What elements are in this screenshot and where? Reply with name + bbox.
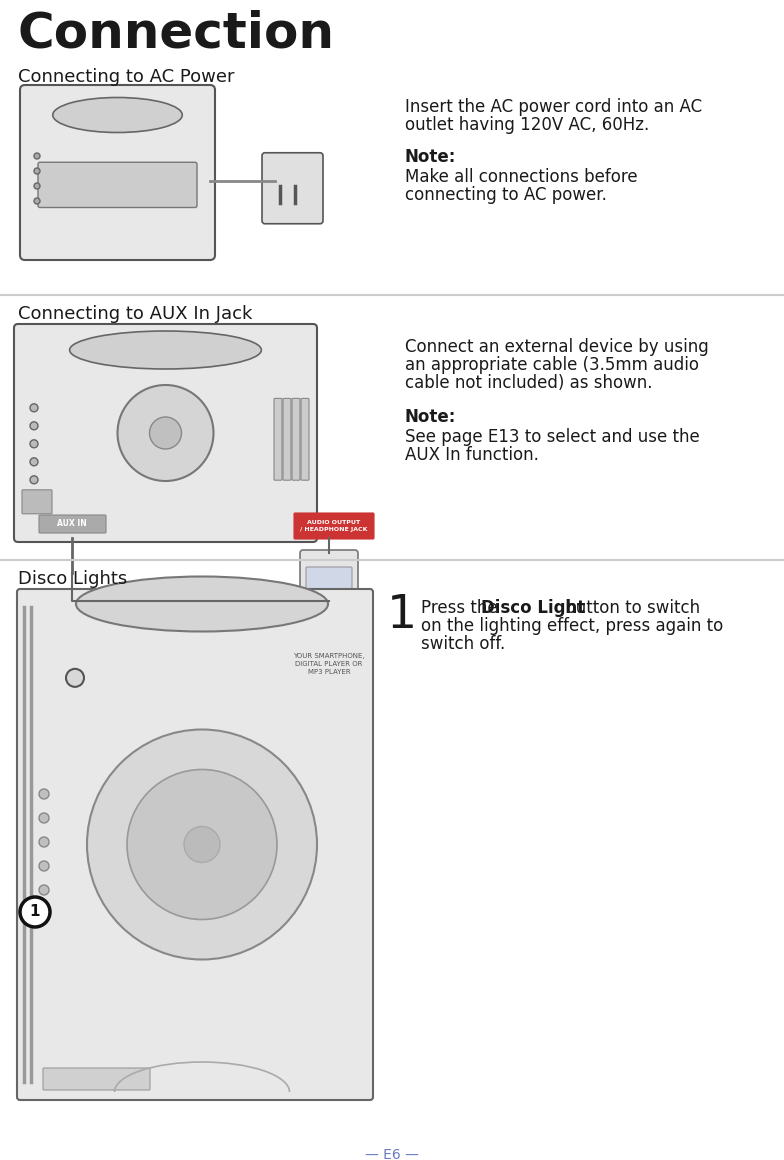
Circle shape	[87, 730, 317, 959]
Circle shape	[30, 476, 38, 484]
Text: Connect an external device by using: Connect an external device by using	[405, 338, 709, 356]
FancyBboxPatch shape	[39, 515, 106, 532]
FancyBboxPatch shape	[20, 85, 215, 260]
Text: Make all connections before: Make all connections before	[405, 168, 637, 186]
Text: See page E13 to select and use the: See page E13 to select and use the	[405, 428, 700, 445]
FancyBboxPatch shape	[17, 589, 373, 1100]
Circle shape	[30, 458, 38, 466]
Text: cable not included) as shown.: cable not included) as shown.	[405, 374, 652, 392]
Circle shape	[30, 422, 38, 430]
FancyBboxPatch shape	[43, 1068, 150, 1090]
Text: connecting to AC power.: connecting to AC power.	[405, 186, 607, 204]
Text: outlet having 120V AC, 60Hz.: outlet having 120V AC, 60Hz.	[405, 116, 649, 135]
Text: Connecting to AC Power: Connecting to AC Power	[18, 68, 234, 86]
Ellipse shape	[53, 97, 182, 132]
Text: AUX IN: AUX IN	[57, 520, 87, 529]
FancyBboxPatch shape	[14, 324, 317, 542]
Text: switch off.: switch off.	[421, 635, 505, 653]
Text: Disco Lights: Disco Lights	[18, 570, 127, 588]
Text: Press the: Press the	[421, 599, 503, 617]
Text: AUX In function.: AUX In function.	[405, 445, 539, 464]
Circle shape	[118, 385, 213, 481]
Circle shape	[20, 897, 50, 927]
Circle shape	[34, 168, 40, 174]
FancyBboxPatch shape	[22, 490, 52, 514]
Circle shape	[39, 885, 49, 896]
Circle shape	[39, 861, 49, 871]
FancyBboxPatch shape	[300, 550, 358, 651]
Circle shape	[34, 183, 40, 189]
Ellipse shape	[76, 577, 328, 631]
FancyBboxPatch shape	[38, 162, 197, 208]
Text: — E6 —: — E6 —	[365, 1148, 419, 1160]
Text: Insert the AC power cord into an AC: Insert the AC power cord into an AC	[405, 97, 702, 116]
Text: button to switch: button to switch	[560, 599, 700, 617]
Text: Disco Light: Disco Light	[481, 599, 586, 617]
Circle shape	[30, 440, 38, 448]
Text: 1: 1	[30, 905, 40, 920]
Text: YOUR SMARTPHONE,
DIGITAL PLAYER OR
MP3 PLAYER: YOUR SMARTPHONE, DIGITAL PLAYER OR MP3 P…	[293, 653, 365, 675]
Text: 1: 1	[387, 593, 417, 638]
Text: AUDIO OUTPUT
/ HEADPHONE JACK: AUDIO OUTPUT / HEADPHONE JACK	[300, 521, 368, 531]
FancyBboxPatch shape	[301, 398, 309, 480]
Text: Note:: Note:	[405, 408, 456, 426]
FancyBboxPatch shape	[294, 513, 374, 539]
FancyBboxPatch shape	[262, 153, 323, 224]
Circle shape	[30, 404, 38, 412]
Circle shape	[34, 198, 40, 204]
Text: Connection: Connection	[18, 10, 335, 58]
Circle shape	[184, 826, 220, 863]
Circle shape	[150, 416, 182, 449]
Circle shape	[39, 838, 49, 847]
Circle shape	[66, 669, 84, 687]
Text: Connecting to AUX In Jack: Connecting to AUX In Jack	[18, 305, 252, 322]
FancyBboxPatch shape	[306, 567, 352, 639]
FancyBboxPatch shape	[274, 398, 282, 480]
Circle shape	[39, 813, 49, 822]
Text: an appropriate cable (3.5mm audio: an appropriate cable (3.5mm audio	[405, 356, 699, 374]
Circle shape	[39, 789, 49, 799]
FancyBboxPatch shape	[283, 398, 291, 480]
Circle shape	[30, 494, 38, 502]
Text: on the lighting effect, press again to: on the lighting effect, press again to	[421, 617, 724, 635]
Text: Note:: Note:	[405, 148, 456, 166]
Circle shape	[127, 769, 277, 920]
FancyBboxPatch shape	[292, 398, 300, 480]
Circle shape	[34, 153, 40, 159]
Ellipse shape	[70, 331, 261, 369]
